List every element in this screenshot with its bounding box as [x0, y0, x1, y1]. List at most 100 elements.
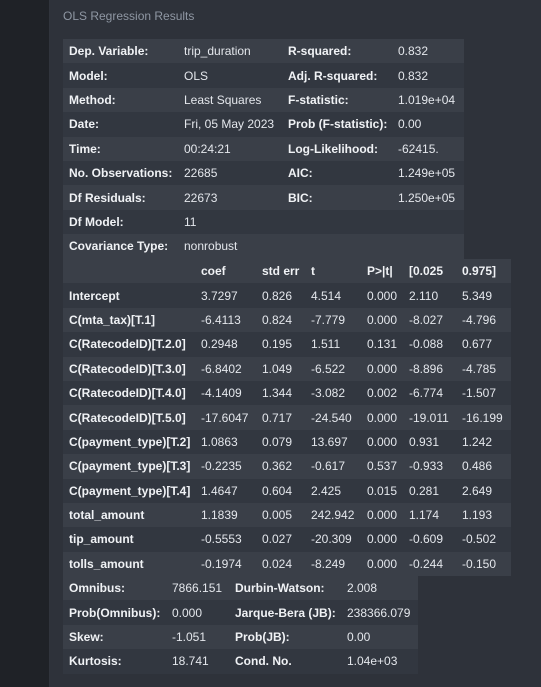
cell-value: 1.242 [456, 429, 511, 455]
cell-value: 1.174 [403, 502, 456, 528]
row-label: R-squared: [282, 39, 392, 64]
summary-row: Time: 00:24:21 Log-Likelihood: -62415. [63, 136, 464, 161]
cell-value: 0.2948 [195, 332, 256, 357]
cell-value: -3.082 [305, 380, 361, 406]
cell-value: -4.1409 [195, 380, 256, 406]
cell-value: -8.027 [403, 307, 456, 333]
row-label: Covariance Type: [63, 234, 178, 259]
cell-value: 0.717 [256, 405, 305, 430]
diagnostics-row: Kurtosis: 18.741 Cond. No. 1.04e+03 [63, 649, 418, 674]
summary-row: Dep. Variable: trip_duration R-squared: 0.8… [63, 39, 464, 64]
cell-value: -0.2235 [195, 454, 256, 479]
column-header: 0.975] [456, 259, 511, 284]
cell-value: 242.942 [305, 502, 361, 528]
cell-value: 0.000 [361, 356, 403, 381]
row-label: Jarque-Bera (JB): [229, 600, 341, 625]
cell-value: 1.0863 [195, 429, 256, 455]
summary-row: Method: Least Squares F-statistic: 1.019e+0… [63, 87, 464, 113]
cell-value: 5.349 [456, 283, 511, 308]
cell-value: -0.933 [403, 454, 456, 479]
diagnostics-row: Skew: -1.051 Prob(JB): 0.00 [63, 624, 418, 650]
cell-value: 0.024 [256, 551, 305, 577]
row-label: C(RatecodeID)[T.4.0] [63, 380, 195, 406]
cell-value: -1.507 [456, 380, 511, 406]
cell-value: 0.000 [361, 405, 403, 430]
cell-value: 0.000 [166, 600, 229, 625]
cell-value: 2.110 [403, 283, 456, 308]
cell-value: -8.896 [403, 356, 456, 381]
cell-value: 1.1839 [195, 502, 256, 528]
column-header: [0.025 [403, 259, 456, 284]
cell-value: -20.309 [305, 527, 361, 552]
cell-value: 3.7297 [195, 283, 256, 308]
cell-value: 0.486 [456, 454, 511, 479]
cell-value: 0.931 [403, 429, 456, 455]
cell-value: 0.824 [256, 307, 305, 333]
row-label: Prob(Omnibus): [63, 600, 166, 625]
cell-value [392, 234, 464, 259]
diagnostics-row: Prob(Omnibus): 0.000 Jarque-Bera (JB): 2383… [63, 600, 418, 625]
row-label: Kurtosis: [63, 649, 166, 674]
row-label: Method: [63, 87, 178, 113]
row-label: total_amount [63, 502, 195, 528]
cell-value: 0.002 [361, 380, 403, 406]
cell-value: 1.511 [305, 332, 361, 357]
cell-value: 22673 [178, 185, 282, 210]
cell-value: -8.249 [305, 551, 361, 577]
cell-value: 2.649 [456, 478, 511, 503]
table-caption: OLS Regression Results [63, 9, 195, 23]
cell-value: 0.677 [456, 332, 511, 357]
summary-row: Df Residuals: 22673 BIC: 1.250e+05 [63, 185, 464, 210]
cell-value: 0.005 [256, 502, 305, 528]
row-label: Omnibus: [63, 576, 166, 601]
cell-value: -1.051 [166, 624, 229, 650]
row-label: No. Observations: [63, 160, 178, 186]
cell-value: 0.832 [392, 39, 464, 64]
row-label: Intercept [63, 283, 195, 308]
coefficient-row: C(RatecodeID)[T.4.0] -4.1409 1.344 -3.082 0.… [63, 380, 511, 406]
row-label: tolls_amount [63, 551, 195, 577]
cell-value: -6.4113 [195, 307, 256, 333]
column-header: coef [195, 259, 256, 284]
coefficient-row: tolls_amount -0.1974 0.024 -8.249 0.000 -0.24… [63, 551, 511, 577]
cell-value: -0.244 [403, 551, 456, 577]
cell-value: 0.131 [361, 332, 403, 357]
row-label: Cond. No. [229, 649, 341, 674]
cell-value: 7866.151 [166, 576, 229, 601]
coefficient-row: C(mta_tax)[T.1] -6.4113 0.824 -7.779 0.000 -8… [63, 307, 511, 333]
row-label: C(RatecodeID)[T.2.0] [63, 332, 195, 357]
cell-value: 1.193 [456, 502, 511, 528]
cell-value: 0.000 [361, 502, 403, 528]
cell-value: -0.617 [305, 454, 361, 479]
cell-value: -4.796 [456, 307, 511, 333]
cell-value: 0.281 [403, 478, 456, 503]
cell-value: 0.362 [256, 454, 305, 479]
column-header: t [305, 259, 361, 284]
row-label: Durbin-Watson: [229, 576, 341, 601]
coefficient-row: Intercept 3.7297 0.826 4.514 0.000 2.110 5.349 [63, 283, 511, 308]
row-label: Df Model: [63, 209, 178, 235]
cell-value: 0.000 [361, 429, 403, 455]
cell-value: -7.779 [305, 307, 361, 333]
cell-value: trip_duration [178, 39, 282, 64]
row-label: Dep. Variable: [63, 39, 178, 64]
cell-value: 22685 [178, 160, 282, 186]
cell-value: 0.027 [256, 527, 305, 552]
cell-value: 1.04e+03 [341, 649, 418, 674]
cell-value: -0.5553 [195, 527, 256, 552]
summary-row: Model: OLS Adj. R-squared: 0.832 [63, 63, 464, 88]
cell-value: 0.000 [361, 307, 403, 333]
cell-value: 18.741 [166, 649, 229, 674]
coefficient-row: C(RatecodeID)[T.3.0] -6.8402 1.049 -6.522 0.… [63, 356, 511, 381]
row-label: Log-Likelihood: [282, 136, 392, 161]
cell-value: nonrobust [178, 234, 282, 259]
cell-value: -24.540 [305, 405, 361, 430]
cell-value: 13.697 [305, 429, 361, 455]
cell-value: 1.250e+05 [392, 185, 464, 210]
cell-value: 0.604 [256, 478, 305, 503]
cell-value: 1.344 [256, 380, 305, 406]
row-label: C(payment_type)[T.3] [63, 454, 195, 479]
cell-value: 1.019e+04 [392, 87, 464, 113]
row-label: tip_amount [63, 527, 195, 552]
row-label: Date: [63, 112, 178, 137]
